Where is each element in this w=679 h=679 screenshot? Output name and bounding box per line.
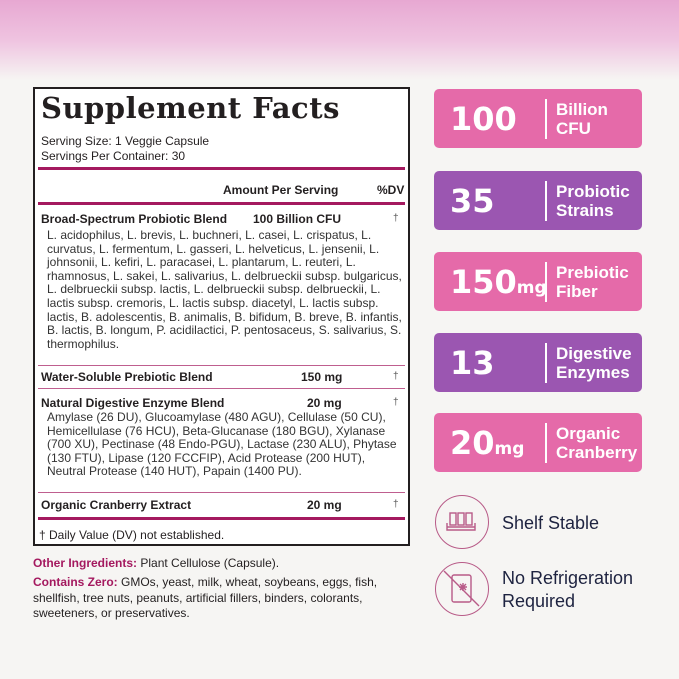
badge-prebiotic-fiber: 150mg Prebiotic Fiber [434,252,642,311]
badge-organic-cranberry: 20mg Organic Cranberry [434,413,642,472]
badge-label: Prebiotic [556,262,629,282]
badge-digestive-enzymes: 13 Digestive Enzymes [434,333,642,392]
contains-zero-label: Contains Zero: [33,575,118,589]
badge-number: 150 [450,262,517,301]
divider [38,388,405,389]
serving-size: Serving Size: 1 Veggie Capsule [41,134,210,148]
contains-zero-value: GMOs, yeast, milk, wheat, soybeans, eggs… [33,575,378,620]
badge-unit: mg [516,277,547,298]
pink-header-band [0,0,679,80]
badge-label: CFU [556,118,591,138]
probiotic-strains-list: L. acidophilus, L. brevis, L. buchneri, … [47,228,402,351]
row-name: Organic Cranberry Extract [41,498,192,512]
badge-number: 100 [450,99,517,138]
badge-number: 20 [450,423,495,462]
badge-label: Strains [556,200,614,220]
badge-number: 13 [450,343,495,382]
row-name: Broad-Spectrum Probiotic Blend [41,212,228,226]
badge-label: Fiber [556,281,598,301]
row-dv: † [393,499,399,510]
divider [38,202,405,205]
badge-label: Cranberry [556,442,638,462]
badge-probiotic-strains: 35 Probiotic Strains [434,171,642,230]
no-refrigerator-icon [435,562,489,616]
amount-header: Amount Per Serving [223,183,339,197]
row-amount: 100 Billion CFU [253,212,342,226]
contains-zero: Contains Zero: GMOs, yeast, milk, wheat,… [33,575,393,622]
row-amount: 20 mg [307,498,342,512]
panel-title: Supplement Facts [41,91,340,125]
feature-line: No Refrigeration [502,568,634,588]
feature-line: Required [502,591,576,611]
supplement-facts-panel: Supplement Facts Serving Size: 1 Veggie … [33,87,410,546]
footnote: † Daily Value (DV) not established. [39,528,225,542]
row-name: Water-Soluble Prebiotic Blend [41,370,213,384]
row-amount: 150 mg [301,370,343,384]
other-ingredients-label: Other Ingredients: [33,556,138,570]
row-amount: 20 mg [307,396,342,410]
bottles-on-shelf-icon [435,495,489,549]
other-ingredients: Other Ingredients: Plant Cellulose (Caps… [33,556,413,572]
badge-unit: mg [494,438,525,459]
badge-label: Probiotic [556,181,630,201]
divider [38,365,405,366]
divider [38,492,405,493]
badge-label: Billion [556,99,608,119]
feature-no-refrigeration: No Refrigeration Required [502,567,633,613]
other-ingredients-value: Plant Cellulose (Capsule). [137,556,280,570]
badge-label: Digestive [556,343,632,363]
row-name: Natural Digestive Enzyme Blend [41,396,225,410]
divider [38,517,405,520]
badge-number: 35 [450,181,495,220]
feature-shelf-stable: Shelf Stable [502,513,600,533]
divider [38,167,405,170]
badge-label: Organic [556,423,621,443]
enzyme-list: Amylase (26 DU), Glucoamylase (480 AGU),… [47,410,397,479]
dv-header: %DV [377,183,405,197]
row-dv: † [393,371,399,382]
servings-per-container: Servings Per Container: 30 [41,149,186,163]
row-dv: † [393,213,399,224]
badge-label: Enzymes [556,362,630,382]
row-dv: † [393,397,399,408]
badge-billion-cfu: 100 Billion CFU [434,89,642,148]
